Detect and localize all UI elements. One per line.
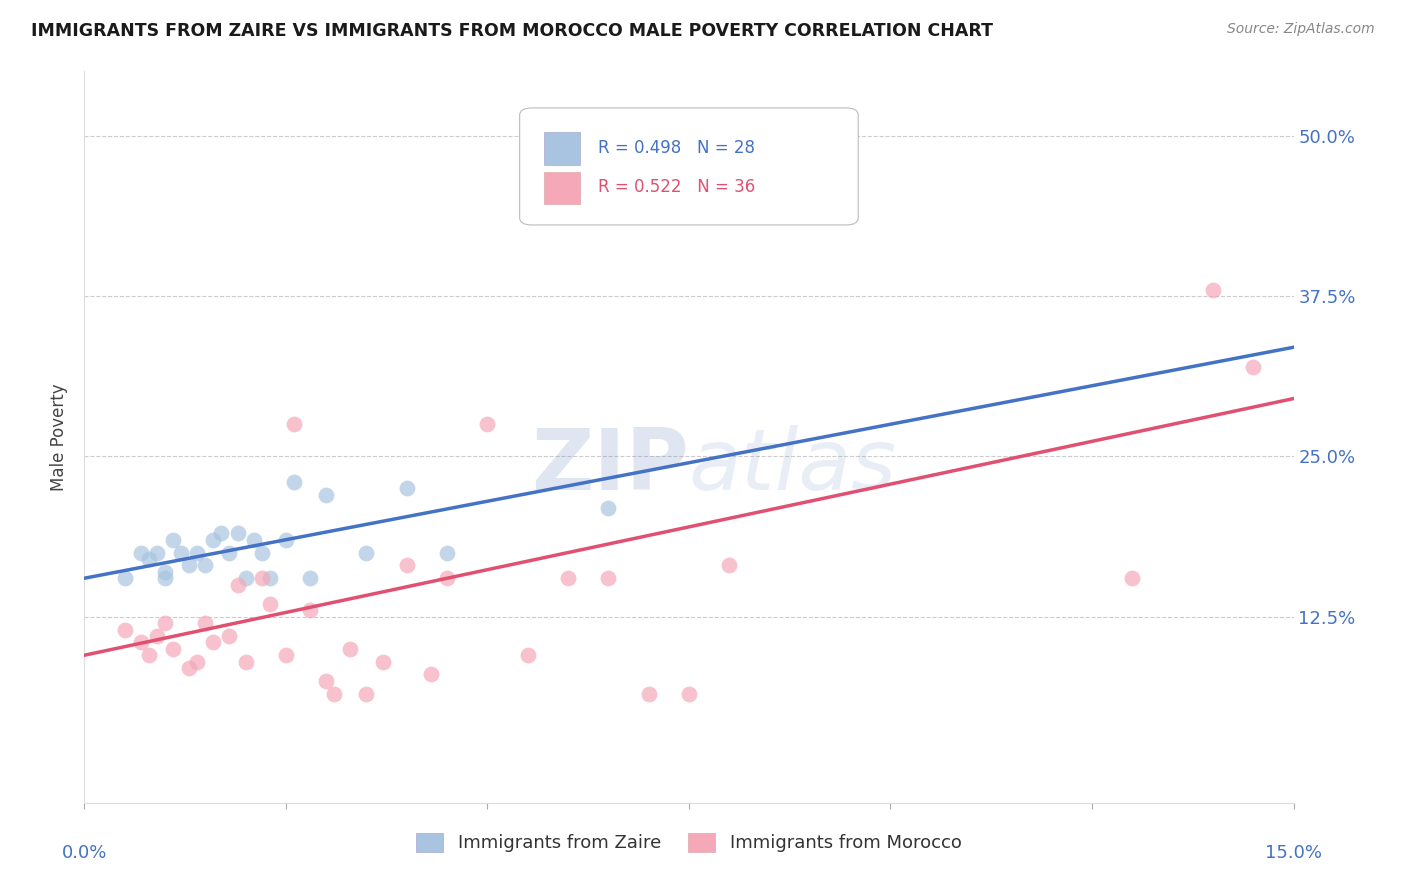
Text: Source: ZipAtlas.com: Source: ZipAtlas.com xyxy=(1227,22,1375,37)
Point xyxy=(114,571,136,585)
Point xyxy=(218,545,240,559)
Y-axis label: Male Poverty: Male Poverty xyxy=(51,384,69,491)
Point xyxy=(395,558,418,573)
Point xyxy=(235,655,257,669)
Point xyxy=(226,577,249,591)
Point xyxy=(129,545,152,559)
Point xyxy=(250,571,273,585)
FancyBboxPatch shape xyxy=(544,132,581,165)
Point xyxy=(436,545,458,559)
Point xyxy=(179,558,201,573)
Point xyxy=(242,533,264,547)
Point xyxy=(339,641,361,656)
Point xyxy=(315,488,337,502)
Point xyxy=(114,623,136,637)
Point xyxy=(598,500,620,515)
Text: atlas: atlas xyxy=(689,425,897,508)
Point xyxy=(1202,283,1225,297)
Point xyxy=(186,545,208,559)
Legend: Immigrants from Zaire, Immigrants from Morocco: Immigrants from Zaire, Immigrants from M… xyxy=(409,826,969,860)
Point xyxy=(186,655,208,669)
Point xyxy=(395,482,418,496)
Text: ZIP: ZIP xyxy=(531,425,689,508)
Point xyxy=(153,616,176,631)
Point xyxy=(226,526,249,541)
Point xyxy=(153,565,176,579)
Point xyxy=(678,687,700,701)
Text: IMMIGRANTS FROM ZAIRE VS IMMIGRANTS FROM MOROCCO MALE POVERTY CORRELATION CHART: IMMIGRANTS FROM ZAIRE VS IMMIGRANTS FROM… xyxy=(31,22,993,40)
Point xyxy=(356,687,378,701)
Point xyxy=(153,571,176,585)
Point xyxy=(129,635,152,649)
Point xyxy=(202,533,225,547)
Point xyxy=(194,558,217,573)
Point xyxy=(356,545,378,559)
Point xyxy=(162,641,184,656)
Point xyxy=(138,552,160,566)
Point xyxy=(637,687,659,701)
Point xyxy=(209,526,232,541)
Point xyxy=(170,545,193,559)
Point xyxy=(799,167,821,181)
Text: 15.0%: 15.0% xyxy=(1265,844,1322,862)
Point xyxy=(259,571,281,585)
Point xyxy=(436,571,458,585)
Point xyxy=(1241,359,1264,374)
Point xyxy=(315,673,337,688)
Point xyxy=(283,417,305,432)
Point xyxy=(179,661,201,675)
Point xyxy=(718,558,741,573)
Point xyxy=(259,597,281,611)
Point xyxy=(162,533,184,547)
FancyBboxPatch shape xyxy=(520,108,858,225)
Point xyxy=(477,417,499,432)
Point xyxy=(323,687,346,701)
Point xyxy=(299,603,322,617)
Point xyxy=(420,667,443,681)
Point xyxy=(1121,571,1143,585)
FancyBboxPatch shape xyxy=(544,171,581,204)
Point xyxy=(250,545,273,559)
Text: 0.0%: 0.0% xyxy=(62,844,107,862)
Point xyxy=(598,571,620,585)
Point xyxy=(371,655,394,669)
Text: R = 0.522   N = 36: R = 0.522 N = 36 xyxy=(599,178,755,196)
Point xyxy=(138,648,160,663)
Point xyxy=(146,545,169,559)
Text: R = 0.498   N = 28: R = 0.498 N = 28 xyxy=(599,139,755,157)
Point xyxy=(557,571,579,585)
Point xyxy=(194,616,217,631)
Point xyxy=(274,648,297,663)
Point xyxy=(202,635,225,649)
Point xyxy=(299,571,322,585)
Point xyxy=(235,571,257,585)
Point xyxy=(146,629,169,643)
Point xyxy=(283,475,305,489)
Point xyxy=(274,533,297,547)
Point xyxy=(218,629,240,643)
Point xyxy=(516,648,538,663)
